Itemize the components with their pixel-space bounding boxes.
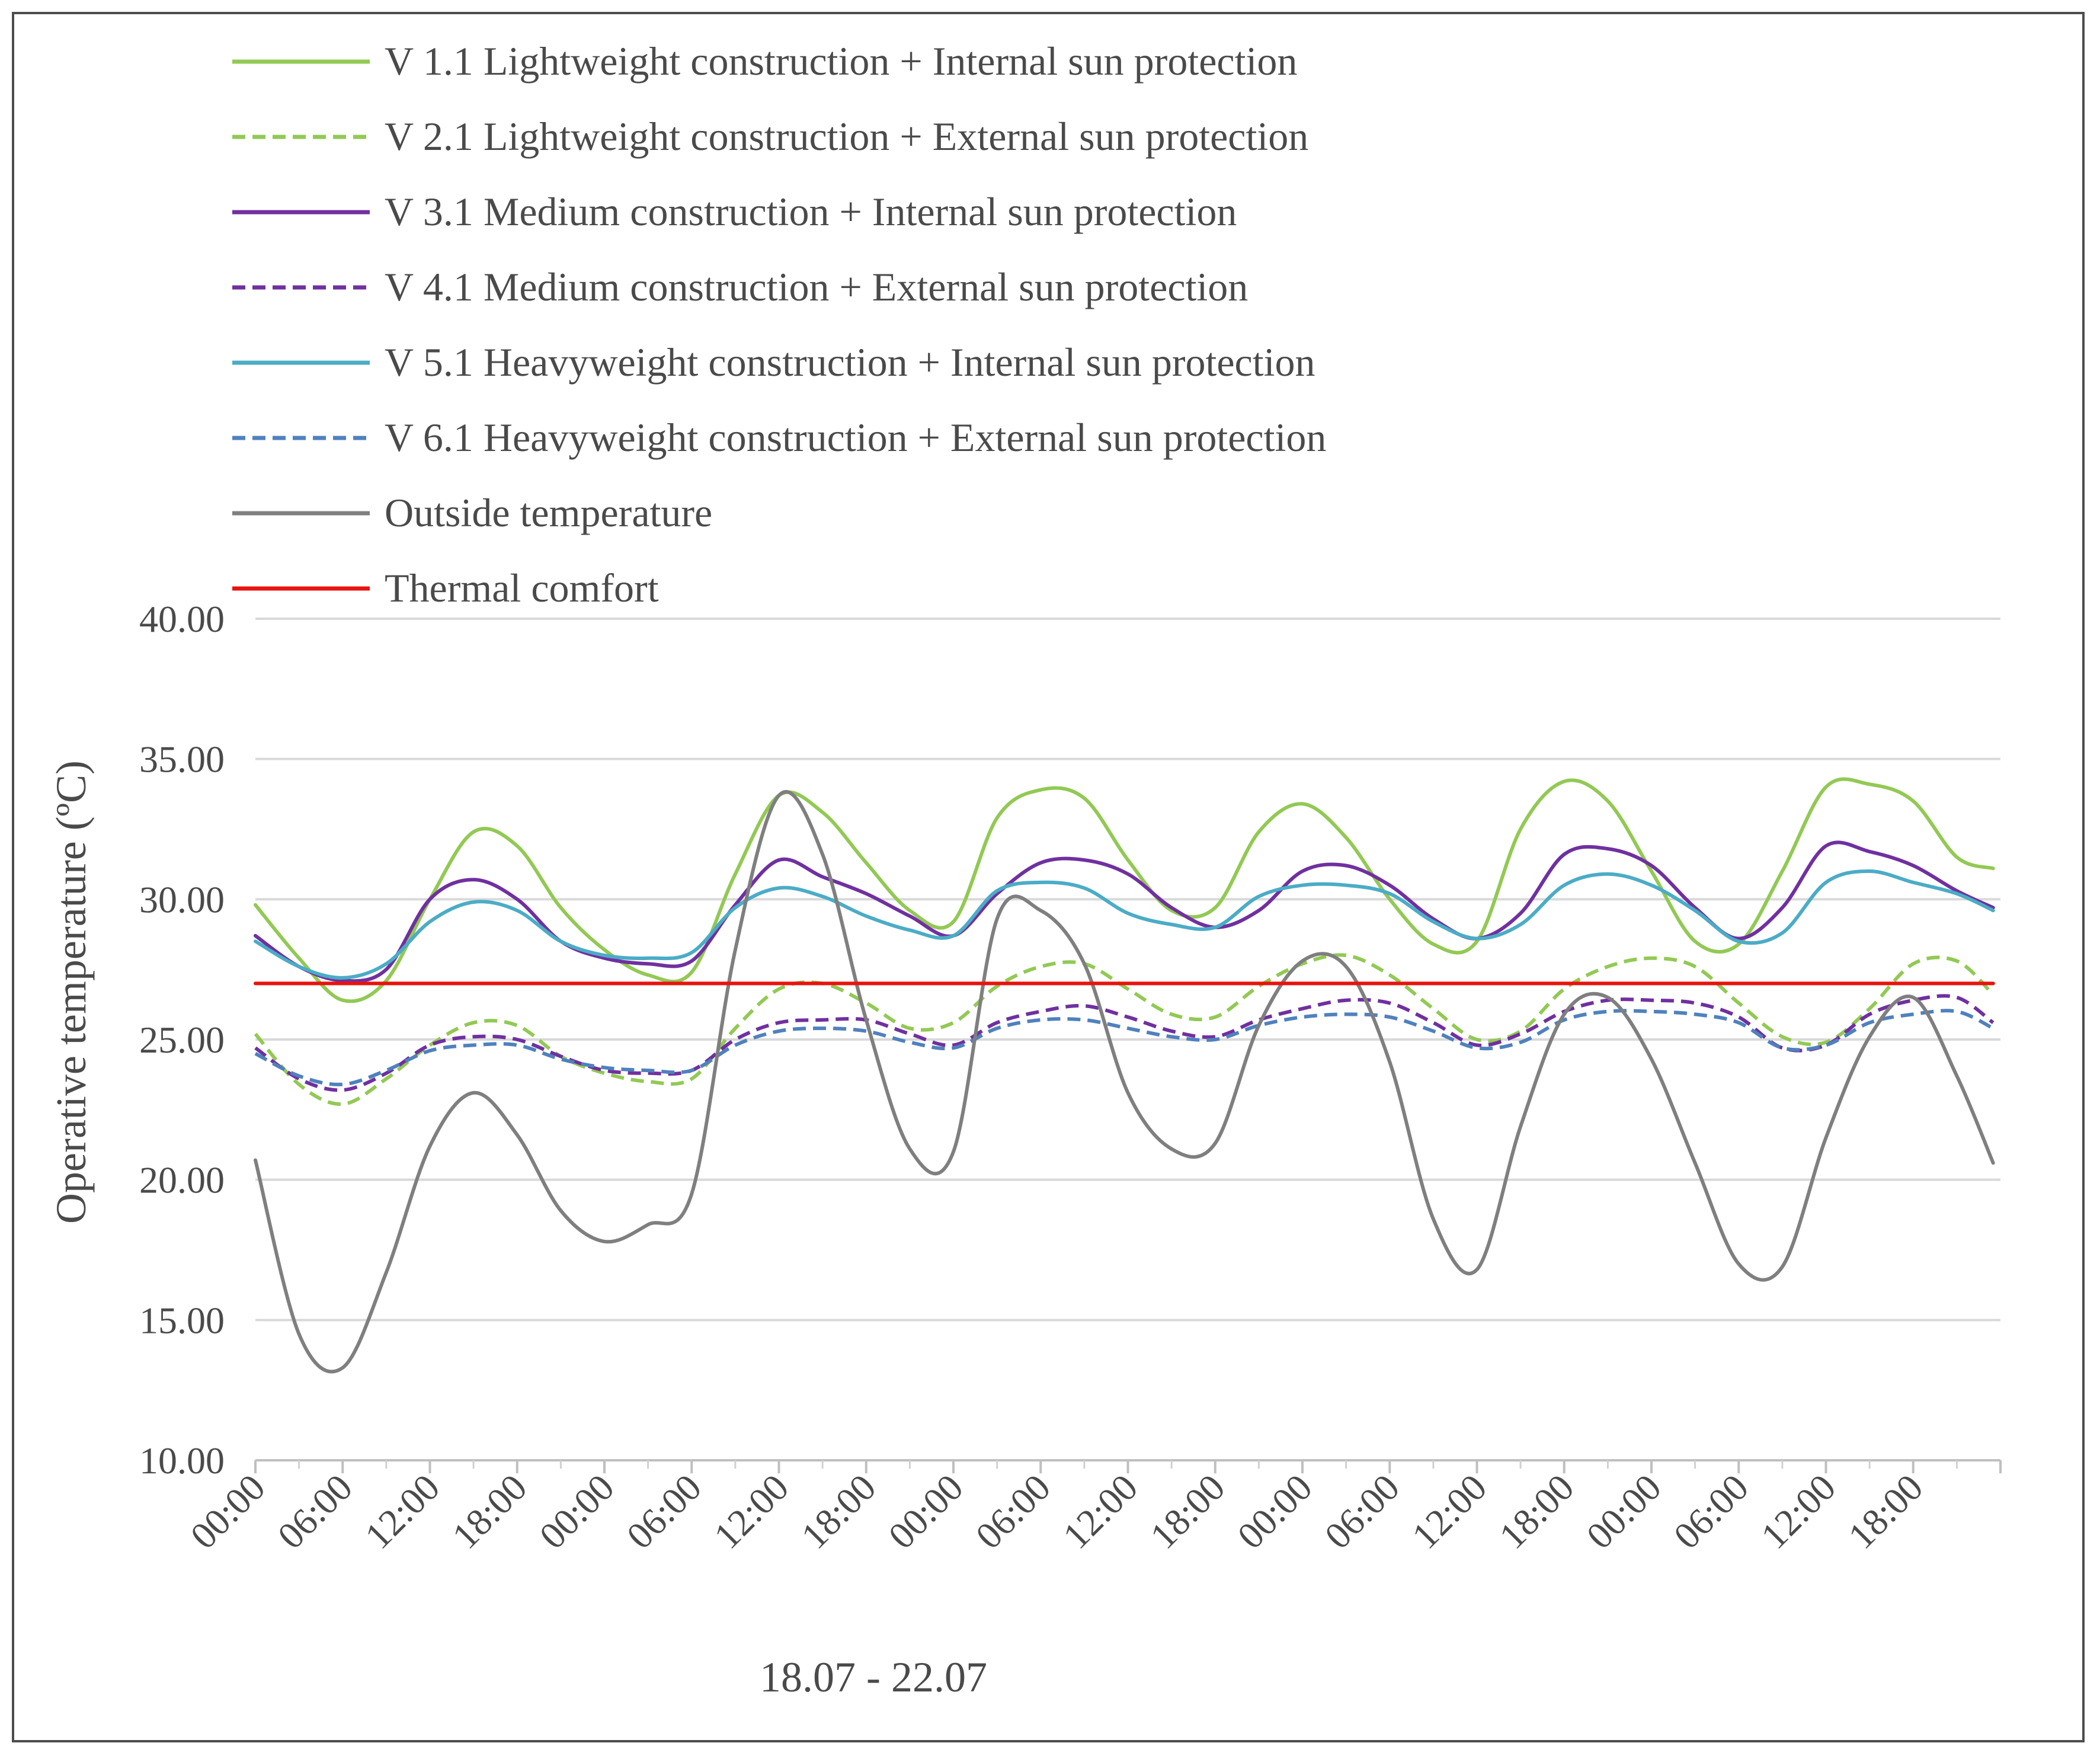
y-tick-label: 30.00 <box>139 878 225 920</box>
y-tick-label: 15.00 <box>139 1299 225 1341</box>
series-line-1 <box>254 777 1995 1003</box>
legend-label-2: V 2.1 Lightweight construction + Externa… <box>385 114 1308 159</box>
legend-label-1: V 1.1 Lightweight construction + Interna… <box>385 39 1297 84</box>
legend: V 1.1 Lightweight construction + Interna… <box>232 39 1326 610</box>
x-tick-label: 12:00 <box>1055 1466 1145 1557</box>
x-tick-label: 12:00 <box>1753 1466 1843 1557</box>
y-tick-label: 10.00 <box>139 1440 225 1482</box>
x-tick-label: 06:00 <box>1317 1466 1407 1557</box>
x-tick-label: 12:00 <box>706 1466 796 1557</box>
series-lines <box>254 777 1995 1374</box>
x-tick-label: 06:00 <box>1666 1466 1756 1557</box>
x-tick-label: 12:00 <box>1404 1466 1494 1557</box>
x-tick-label: 00:00 <box>881 1466 971 1557</box>
series-line-7 <box>254 789 1995 1374</box>
x-tick-label: 18:00 <box>444 1466 534 1557</box>
y-tick-label: 25.00 <box>139 1019 225 1061</box>
x-tick-label: 00:00 <box>532 1466 622 1557</box>
legend-label-3: V 3.1 Medium construction + Internal sun… <box>385 189 1237 234</box>
chart-container: 10.00 15.00 20.00 25.00 30.00 35.00 40.00 00:00… <box>12 12 2085 1742</box>
x-tick-label: 00:00 <box>1230 1466 1320 1557</box>
y-axis-title: Operative temperature (ºC) <box>47 760 95 1224</box>
x-tick-label: 06:00 <box>270 1466 360 1557</box>
series-line-5 <box>254 869 1995 980</box>
axes: 10.00 15.00 20.00 25.00 30.00 35.00 40.00 00:00… <box>139 598 2002 1557</box>
y-tick-label: 35.00 <box>139 738 225 781</box>
legend-label-7: Outside temperature <box>385 490 712 535</box>
legend-label-5: V 5.1 Heavyweight construction + Interna… <box>385 340 1315 385</box>
legend-label-4: V 4.1 Medium construction + External sun… <box>385 264 1248 309</box>
legend-label-6: V 6.1 Heavyweight construction + Externa… <box>385 415 1326 460</box>
x-tick-label: 18:00 <box>1491 1466 1582 1557</box>
x-axis-title: 18.07 - 22.07 <box>760 1654 987 1701</box>
y-tick-label: 40.00 <box>139 598 225 640</box>
series-line-6 <box>254 1009 1995 1086</box>
line-chart: 10.00 15.00 20.00 25.00 30.00 35.00 40.00 00:00… <box>47 39 2002 1701</box>
legend-label-8: Thermal comfort <box>385 565 659 610</box>
x-tick-label: 18:00 <box>1840 1466 1931 1557</box>
x-tick-label: 06:00 <box>619 1466 709 1557</box>
x-tick-label: 00:00 <box>1579 1466 1669 1557</box>
x-tick-label: 18:00 <box>793 1466 883 1557</box>
series-line-2 <box>254 953 1995 1106</box>
x-tick-label: 06:00 <box>968 1466 1058 1557</box>
grid-lines <box>255 618 2000 1322</box>
x-tick-label: 12:00 <box>357 1466 447 1557</box>
series-line-4 <box>254 994 1995 1092</box>
y-tick-label: 20.00 <box>139 1159 225 1201</box>
x-tick-label: 18:00 <box>1142 1466 1233 1557</box>
